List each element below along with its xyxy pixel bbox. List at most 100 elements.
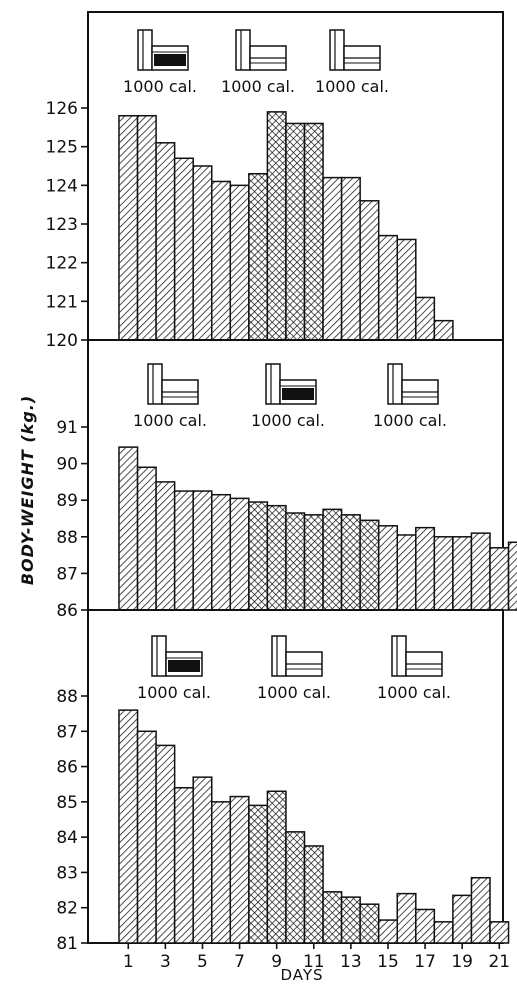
bar-day-9 [266,504,287,611]
bar-day-21 [489,547,510,611]
bar-day-6 [211,180,232,341]
diet-calorie-label: 1000 cal. [133,411,207,430]
y-tick-label: 86 [56,601,78,621]
y-tick-label: 121 [46,292,78,312]
bar-day-1 [118,446,139,611]
x-tick-label: 19 [451,952,473,972]
y-tick-label: 87 [56,564,78,584]
bar-day-14 [359,200,380,341]
bar-day-2 [136,730,157,944]
y-tick-label: 124 [46,176,78,196]
bar-day-19 [452,536,473,611]
diet-calorie-label: 1000 cal. [257,683,331,702]
bar-day-10 [285,122,306,341]
bar-day-13 [340,514,361,611]
y-tick-label: 126 [46,99,78,119]
bar-day-17 [415,526,436,611]
y-tick-label: 90 [56,455,78,475]
x-tick-label: 5 [197,952,208,972]
bar-day-16 [396,238,417,341]
bar-day-5 [192,490,213,611]
bar-day-12 [322,176,343,341]
diet-calorie-label: 1000 cal. [251,411,325,430]
diet-calorie-label: 1000 cal. [315,77,389,96]
bar-day-7 [229,184,250,341]
x-tick-label: 17 [414,952,436,972]
y-tick-label: 123 [46,215,78,235]
bar-day-19 [452,894,473,944]
bar-day-15 [377,919,399,944]
bar-day-13 [340,176,361,341]
bar-day-10 [285,831,306,944]
bar-day-4 [173,157,194,341]
y-tick-label: 82 [56,899,78,919]
panel-top: 120 121 122 123 124 125 126 1000 cal. 1000 cal. 1… [46,11,504,351]
diet-icon [151,635,203,677]
diet-icon [147,363,199,405]
x-axis-label: DAYS [280,966,323,984]
diet-icon [271,635,323,677]
bar-day-2 [136,114,157,341]
y-tick-label: 125 [46,138,78,158]
diet-icon [265,363,317,405]
diet-icon [235,29,287,71]
x-tick-label: 9 [271,952,282,972]
x-tick-label: 7 [234,952,245,972]
bar-day-3 [155,744,176,944]
x-tick-label: 1 [123,952,134,972]
bar-day-14 [359,519,380,611]
y-tick-label: 81 [56,934,78,954]
y-tick-label: 91 [56,418,78,438]
y-tick-label: 85 [56,793,78,813]
bar-day-11 [303,514,324,611]
bar-day-10 [285,512,306,611]
bar-day-9 [266,790,287,944]
bar-day-6 [211,493,232,611]
chart-panels: 120 121 122 123 124 125 126 1000 cal. 1000 cal. 1… [46,11,517,954]
x-tick-label: 3 [160,952,171,972]
bar-day-3 [155,142,176,341]
bar-day-16 [396,892,417,944]
bar-day-4 [173,786,194,944]
diet-calorie-label: 1000 cal. [373,411,447,430]
y-tick-label: 88 [56,687,78,707]
diet-icon [329,29,381,71]
bar-day-7 [229,497,250,611]
diet-icon [391,635,443,677]
bar-day-6 [211,801,232,944]
bar-day-12 [322,891,343,944]
bar-day-1 [118,709,139,944]
y-tick-label: 84 [56,828,78,848]
diet-calorie-label: 1000 cal. [221,77,295,96]
bar-day-1 [118,114,139,341]
y-tick-label: 122 [46,254,78,274]
bar-day-4 [173,490,194,611]
bar-day-5 [192,776,213,944]
bar-day-18 [433,536,454,611]
bar-day-13 [340,896,361,944]
diet-calorie-label: 1000 cal. [123,77,197,96]
bar-day-20 [470,532,491,611]
bar-day-14 [359,903,380,944]
x-tick-label: 13 [340,952,362,972]
bar-day-18 [433,921,454,944]
bar-day-9 [266,111,287,341]
diet-icon [387,363,439,405]
bar-day-5 [192,165,213,341]
y-tick-label: 120 [46,331,78,351]
bar-day-2 [136,466,157,611]
y-axis-label: BODY-WEIGHT (kg.) [18,395,37,585]
bar-day-18 [433,319,454,341]
bar-day-16 [396,534,417,611]
bar-day-15 [377,234,399,341]
bar-day-20 [470,876,491,944]
bar-day-21 [489,921,510,944]
bar-day-3 [155,481,176,611]
y-tick-label: 87 [56,722,78,742]
y-tick-label: 89 [56,491,78,511]
bar-day-7 [229,795,250,944]
x-axis-ticks: 1 3 5 7 9 11 13 15 17 19 21 [123,943,510,972]
bar-day-12 [322,508,343,611]
bar-day-8 [248,501,269,611]
